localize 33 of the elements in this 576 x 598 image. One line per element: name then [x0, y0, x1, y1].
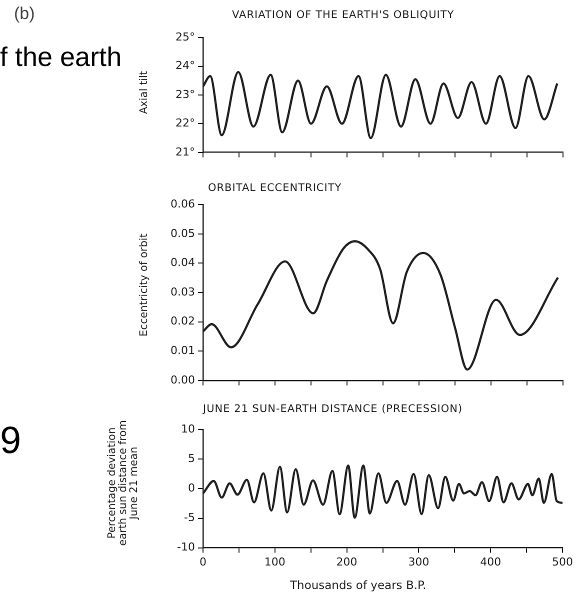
y-tick-label: 25°	[176, 30, 195, 44]
x-tick-label: 200	[336, 555, 358, 568]
x-tick-label: 400	[480, 555, 502, 568]
y-tick-label: 0.06	[170, 197, 195, 210]
chart-title: JUNE 21 SUN-EARTH DISTANCE (PRECESSION)	[203, 403, 463, 415]
y-tick-label: 0.05	[170, 226, 195, 240]
text: 9	[0, 420, 22, 463]
y-tick-label: -10	[177, 540, 195, 554]
y-axis-title: Eccentricity of orbit	[138, 232, 150, 338]
y-axis-title: Axial tilt	[138, 70, 150, 116]
text: f the earth	[0, 42, 122, 73]
y-tick-label: 0.03	[170, 285, 195, 298]
chart-title: VARIATION OF THE EARTH'S OBLIQUITY	[232, 9, 454, 21]
y-tick-label: 0	[188, 482, 195, 495]
y-tick-label: 5	[188, 452, 195, 466]
x-axis-title: Thousands of years B.P.	[290, 578, 426, 592]
x-tick-label: 300	[408, 555, 430, 568]
y-tick-label: 10	[181, 422, 195, 436]
y-tick-label: 24°	[176, 59, 195, 72]
y-tick-label: -5	[184, 511, 195, 524]
x-tick-label: 500	[552, 555, 573, 568]
x-tick-label: 0	[200, 555, 206, 568]
text: (b)	[14, 4, 35, 24]
y-tick-label: 0.02	[170, 314, 195, 328]
y-tick-label: 0.00	[170, 373, 195, 386]
y-tick-label: 23°	[176, 88, 195, 101]
chart-title: ORBITAL ECCENTRICITY	[208, 182, 342, 194]
y-tick-label: 0.01	[170, 344, 195, 357]
y-tick-label: 0.04	[170, 256, 195, 270]
y-axis-title: Percentage deviation earth sun distance from June 21 mean	[106, 419, 140, 548]
y-tick-label: 22°	[176, 116, 195, 130]
x-tick-label: 100	[264, 555, 286, 568]
y-tick-label: 21°	[176, 145, 195, 158]
